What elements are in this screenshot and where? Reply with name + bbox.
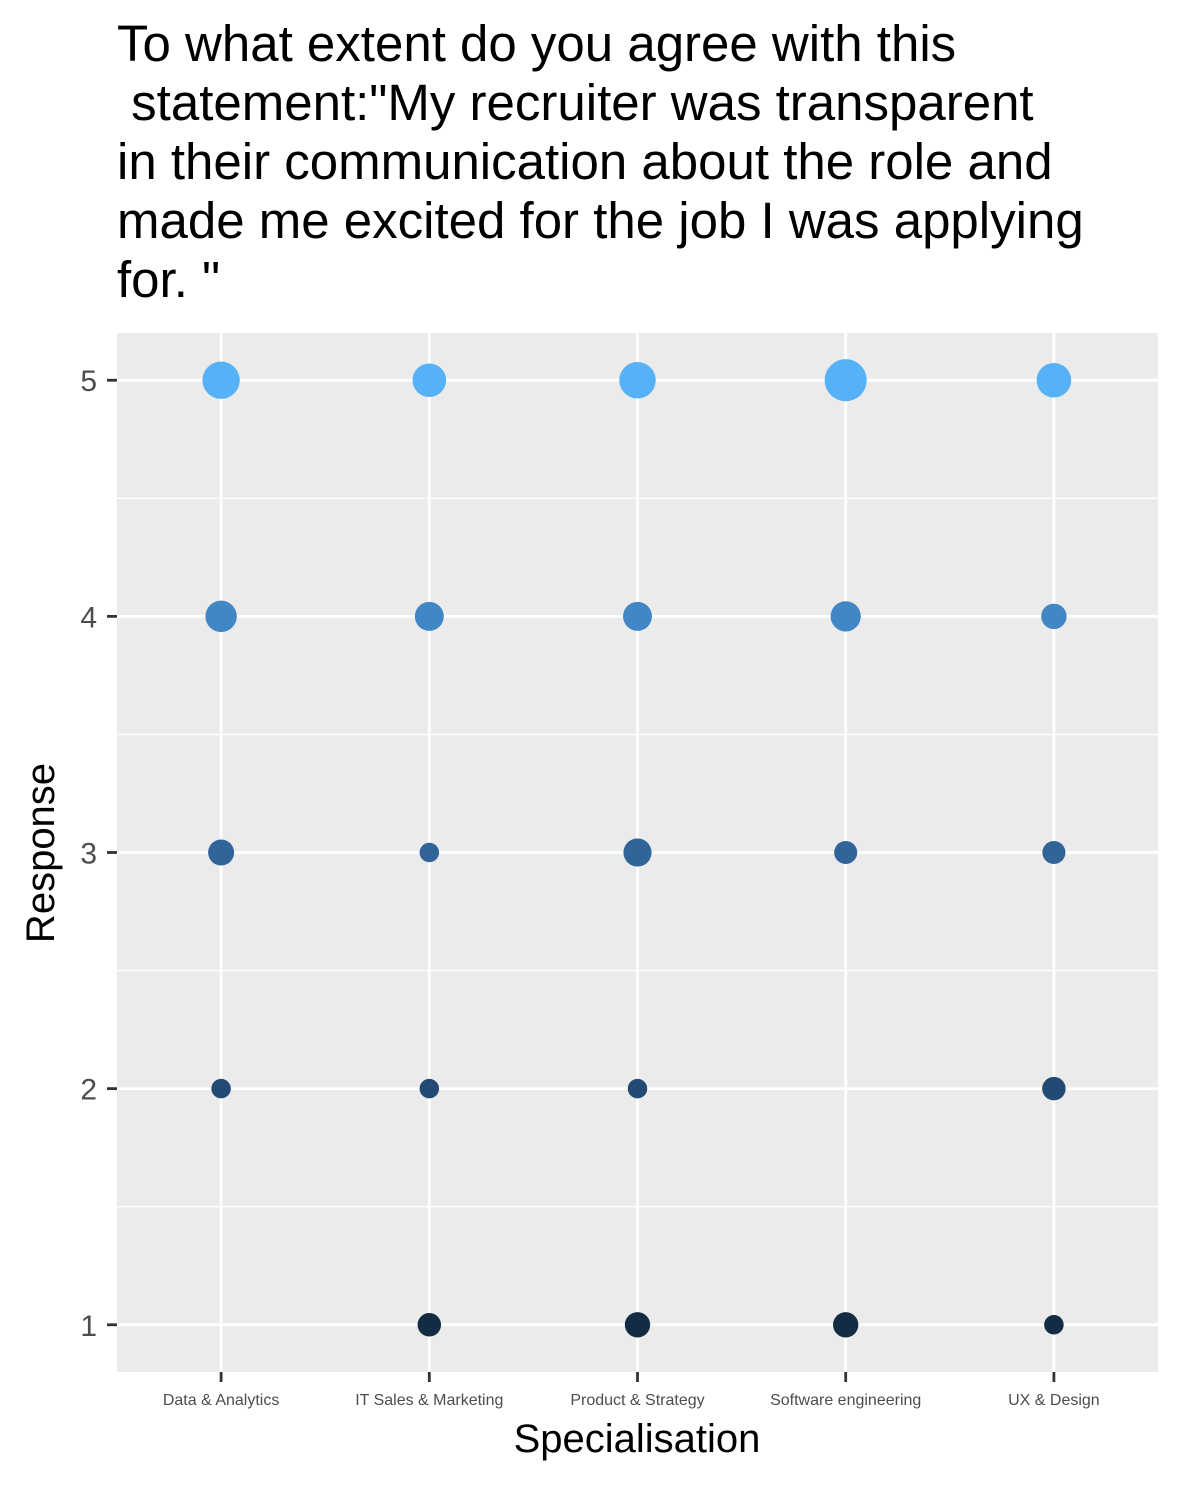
x-tick-label: Data & Analytics [163, 1392, 280, 1409]
chart-title: To what extent do you agree with this st… [117, 14, 1177, 309]
data-point [834, 840, 858, 865]
x-tick-label: Software engineering [770, 1392, 921, 1409]
data-point [205, 600, 237, 633]
data-point [419, 842, 440, 863]
data-point [208, 839, 235, 866]
axes: 1 2 3 4 5 Data & Analytics IT Sales & Marketin… [80, 365, 1099, 1409]
data-point [824, 359, 867, 402]
data-point [414, 601, 444, 631]
data-point [202, 361, 240, 399]
chart-title-line: made me excited for the job I was applyi… [117, 192, 1084, 249]
data-point [623, 838, 652, 867]
y-tick-label: 2 [80, 1074, 97, 1107]
chart-title-line: for. " [117, 251, 221, 308]
chart-title-line: To what extent do you agree with this [117, 15, 957, 72]
y-axis-title: Response [19, 763, 63, 943]
data-point [1044, 1315, 1064, 1335]
data-point [417, 1313, 442, 1337]
data-point [624, 1312, 651, 1338]
y-tick-label: 1 [80, 1310, 97, 1343]
data-point [627, 1078, 648, 1099]
data-point [1036, 362, 1072, 398]
x-tick-label: Product & Strategy [570, 1392, 704, 1409]
data-point [619, 361, 656, 399]
x-tick-label: IT Sales & Marketing [355, 1392, 503, 1409]
x-axis-title: Specialisation [514, 1417, 761, 1461]
x-tick-label: UX & Design [1008, 1392, 1100, 1409]
y-tick-label: 4 [80, 601, 97, 634]
data-point [1041, 603, 1067, 630]
y-tick-label: 3 [80, 838, 97, 871]
data-point [833, 1312, 859, 1338]
data-point [419, 1078, 440, 1099]
chart-title-line: in their communication about the role an… [117, 133, 1053, 190]
data-point [1042, 840, 1066, 865]
data-point [830, 601, 861, 632]
data-point [1042, 1076, 1066, 1101]
data-points [202, 359, 1072, 1338]
data-point [211, 1078, 231, 1099]
y-tick-label: 5 [80, 365, 97, 398]
chart-title-line: statement:"My recruiter was transparent [117, 74, 1034, 131]
data-point [412, 363, 447, 398]
data-point [623, 601, 652, 631]
